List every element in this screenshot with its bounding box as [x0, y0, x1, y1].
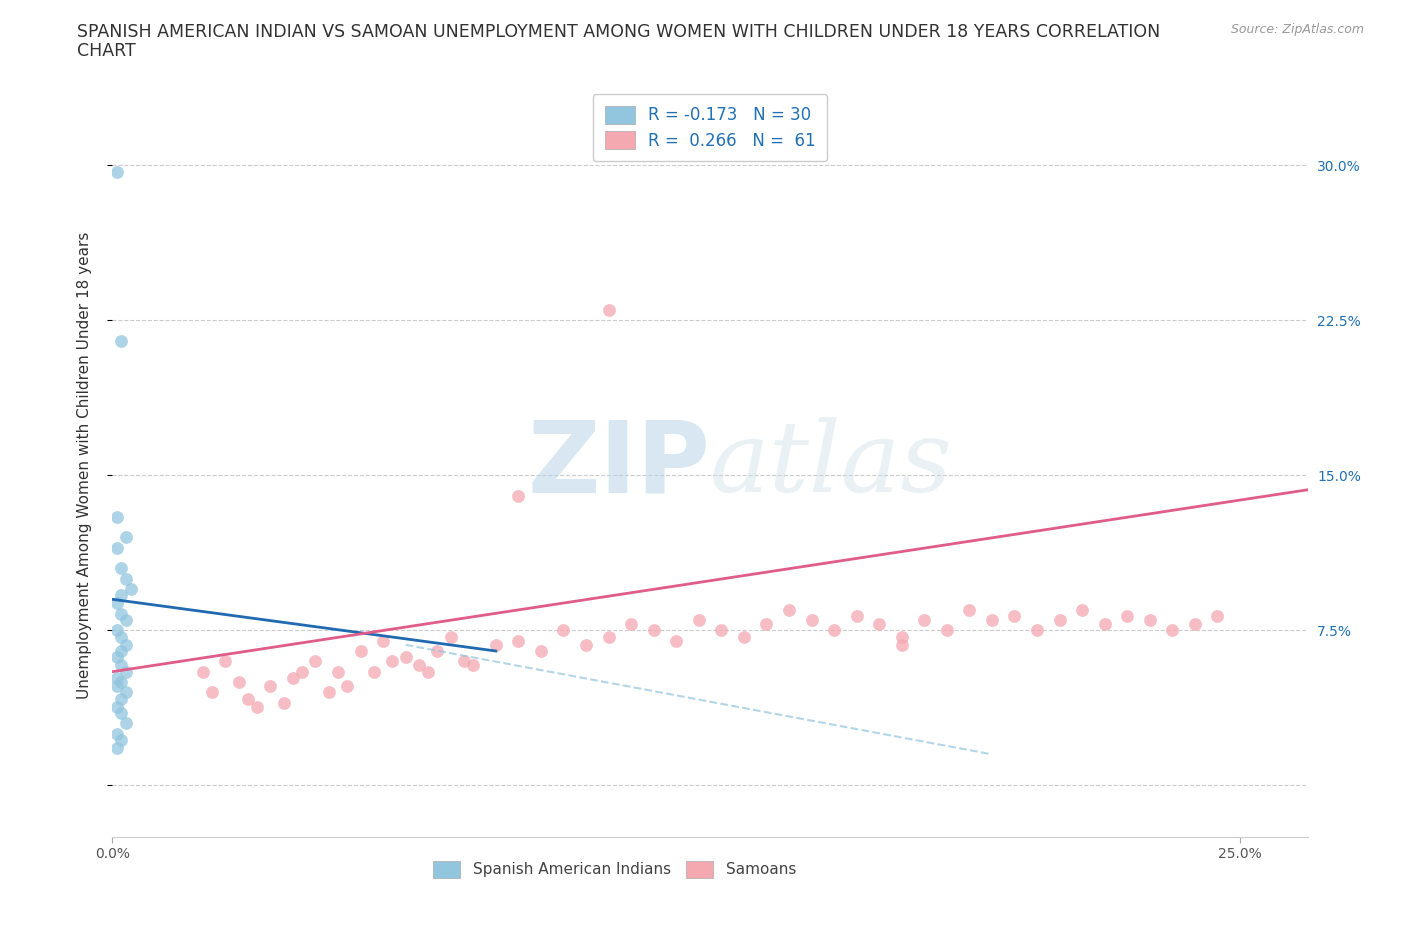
Point [688, 613, 710, 628]
Point [105, 510, 128, 525]
Point [110, 733, 132, 748]
Point [105, 740, 128, 755]
Point [440, 629, 463, 644]
Point [530, 644, 553, 658]
Point [110, 706, 132, 721]
Point [291, 664, 314, 679]
Point [643, 623, 665, 638]
Point [110, 606, 132, 621]
Point [115, 684, 138, 699]
Point [349, 644, 371, 658]
Point [273, 696, 295, 711]
Point [110, 674, 132, 689]
Point [823, 623, 845, 638]
Point [408, 658, 430, 673]
Point [281, 671, 304, 685]
Point [1206, 608, 1229, 623]
Point [418, 664, 440, 679]
Text: SPANISH AMERICAN INDIAN VS SAMOAN UNEMPLOYMENT AMONG WOMEN WITH CHILDREN UNDER 1: SPANISH AMERICAN INDIAN VS SAMOAN UNEMPL… [77, 23, 1160, 41]
Point [508, 488, 530, 503]
Point [120, 581, 142, 596]
Point [957, 603, 980, 618]
Point [105, 679, 128, 694]
Point [453, 654, 475, 669]
Point [304, 654, 326, 669]
Point [110, 334, 132, 349]
Point [115, 664, 138, 679]
Point [336, 679, 359, 694]
Point [575, 637, 598, 652]
Point [110, 629, 132, 644]
Point [110, 644, 132, 658]
Point [326, 664, 349, 679]
Point [426, 644, 449, 658]
Point [363, 664, 385, 679]
Point [1094, 617, 1116, 631]
Point [1049, 613, 1071, 628]
Text: atlas: atlas [710, 418, 953, 512]
Point [214, 654, 236, 669]
Point [259, 679, 281, 694]
Point [755, 617, 778, 631]
Point [115, 716, 138, 731]
Point [318, 684, 340, 699]
Legend: Spanish American Indians, Samoans: Spanish American Indians, Samoans [425, 853, 804, 885]
Point [105, 726, 128, 741]
Point [598, 302, 620, 317]
Point [1026, 623, 1049, 638]
Point [105, 623, 128, 638]
Point [105, 596, 128, 611]
Point [105, 671, 128, 685]
Point [868, 617, 890, 631]
Point [800, 613, 823, 628]
Point [110, 561, 132, 576]
Point [105, 540, 128, 555]
Point [508, 633, 530, 648]
Point [1071, 603, 1094, 618]
Point [191, 664, 214, 679]
Point [381, 654, 404, 669]
Point [733, 629, 755, 644]
Point [228, 674, 250, 689]
Point [110, 691, 132, 706]
Y-axis label: Unemployment Among Women with Children Under 18 years: Unemployment Among Women with Children U… [77, 232, 91, 698]
Text: Source: ZipAtlas.com: Source: ZipAtlas.com [1230, 23, 1364, 36]
Point [912, 613, 935, 628]
Point [115, 571, 138, 586]
Point [201, 684, 224, 699]
Point [105, 164, 128, 179]
Point [463, 658, 485, 673]
Point [1116, 608, 1139, 623]
Point [665, 633, 688, 648]
Point [1161, 623, 1184, 638]
Point [115, 613, 138, 628]
Text: ZIP: ZIP [527, 417, 710, 513]
Point [105, 699, 128, 714]
Text: CHART: CHART [77, 42, 136, 60]
Point [115, 530, 138, 545]
Point [485, 637, 508, 652]
Point [890, 629, 912, 644]
Point [935, 623, 957, 638]
Point [890, 637, 912, 652]
Point [371, 633, 394, 648]
Point [710, 623, 733, 638]
Point [1139, 613, 1161, 628]
Point [620, 617, 643, 631]
Point [778, 603, 800, 618]
Point [1184, 617, 1206, 631]
Point [394, 650, 416, 665]
Point [246, 699, 269, 714]
Point [110, 658, 132, 673]
Point [1004, 608, 1026, 623]
Point [105, 650, 128, 665]
Point [553, 623, 575, 638]
Point [110, 588, 132, 603]
Point [980, 613, 1002, 628]
Point [845, 608, 868, 623]
Point [236, 691, 259, 706]
Point [598, 629, 620, 644]
Point [115, 637, 138, 652]
